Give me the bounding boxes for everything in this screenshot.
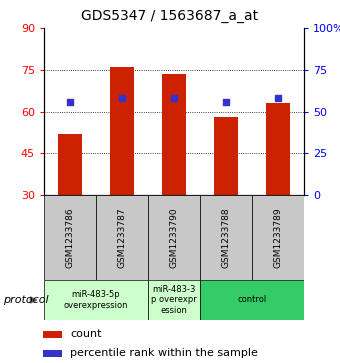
Bar [162,74,186,195]
Bar [43,331,62,338]
Bar [44,195,96,280]
Bar [43,350,62,357]
Bar [96,195,148,280]
Point [119,95,125,101]
Bar [200,195,252,280]
Bar [148,280,200,320]
Point [171,95,177,101]
Point [275,95,281,101]
Bar [44,280,148,320]
Text: GSM1233787: GSM1233787 [118,207,126,268]
Text: GDS5347 / 1563687_a_at: GDS5347 / 1563687_a_at [82,9,258,23]
Text: miR-483-3
p overexpr
ession: miR-483-3 p overexpr ession [151,285,197,315]
Text: count: count [70,329,102,339]
Bar [200,280,304,320]
Bar [148,195,200,280]
Text: control: control [237,295,267,305]
Text: percentile rank within the sample: percentile rank within the sample [70,348,258,358]
Text: GSM1233789: GSM1233789 [273,207,283,268]
Bar [252,195,304,280]
Bar [110,67,134,195]
Text: GSM1233788: GSM1233788 [221,207,231,268]
Point [223,99,229,105]
Text: protocol: protocol [3,295,49,305]
Bar [58,134,82,195]
Text: GSM1233786: GSM1233786 [66,207,74,268]
Text: GSM1233790: GSM1233790 [170,207,178,268]
Point [67,99,73,105]
Bar [266,103,290,195]
Text: miR-483-5p
overexpression: miR-483-5p overexpression [64,290,128,310]
Bar [214,117,238,195]
